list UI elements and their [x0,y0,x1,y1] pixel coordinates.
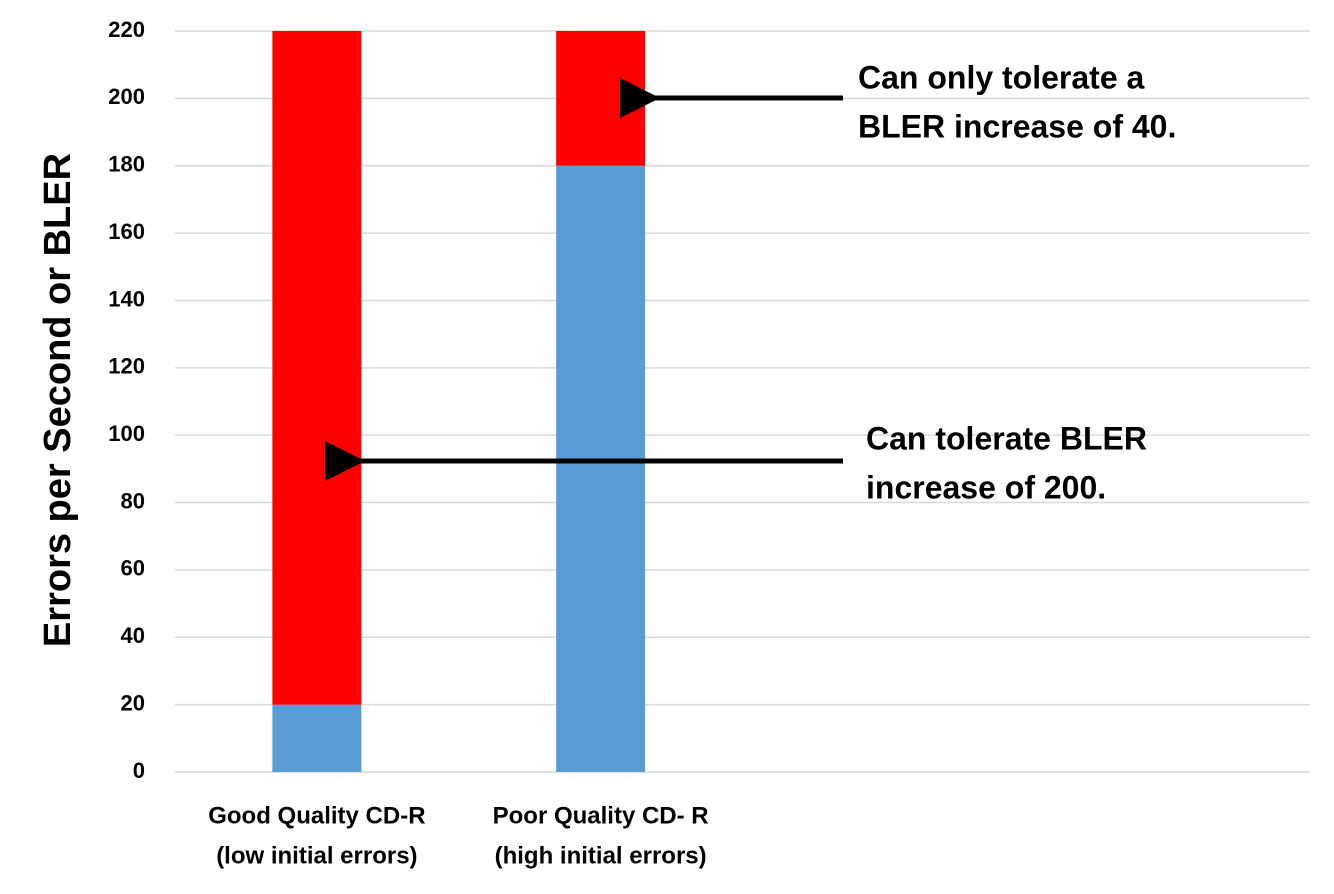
x-tick-label: Good Quality CD-R [208,802,425,829]
bar-segment [556,31,646,166]
x-tick-label: (high initial errors) [495,842,707,869]
bar-segment [556,165,646,772]
bar-segment [272,31,362,705]
annotation: BLER increase of 40. [858,108,1176,144]
labels: 0 20 40 60 80 100 120 140 160 180 200 220 Good Quali… [108,17,1176,870]
grid [175,30,1310,773]
y-tick-label: 140 [108,286,145,311]
y-tick-label: 80 [121,488,145,513]
y-tick-label: 120 [108,354,145,379]
y-tick-label: 220 [108,17,145,42]
bar-segment [272,704,362,772]
y-tick-label: 200 [108,84,145,109]
y-tick-label: 60 [121,556,145,581]
y-axis-label: Errors per Second or BLER [37,153,79,647]
y-tick-label: 180 [108,152,145,177]
annotation: Can tolerate BLER [866,420,1147,456]
annotation: Can only tolerate a [858,59,1145,95]
y-tick-label: 160 [108,219,145,244]
y-tick-label: 20 [121,690,145,715]
bars [272,31,646,772]
annotation: increase of 200. [866,469,1106,505]
x-tick-label: Poor Quality CD- R [493,802,709,829]
x-tick-label: (low initial errors) [216,842,417,869]
y-tick-label: 0 [133,758,145,783]
y-tick-label: 40 [121,623,145,648]
y-tick-label: 100 [108,421,145,446]
